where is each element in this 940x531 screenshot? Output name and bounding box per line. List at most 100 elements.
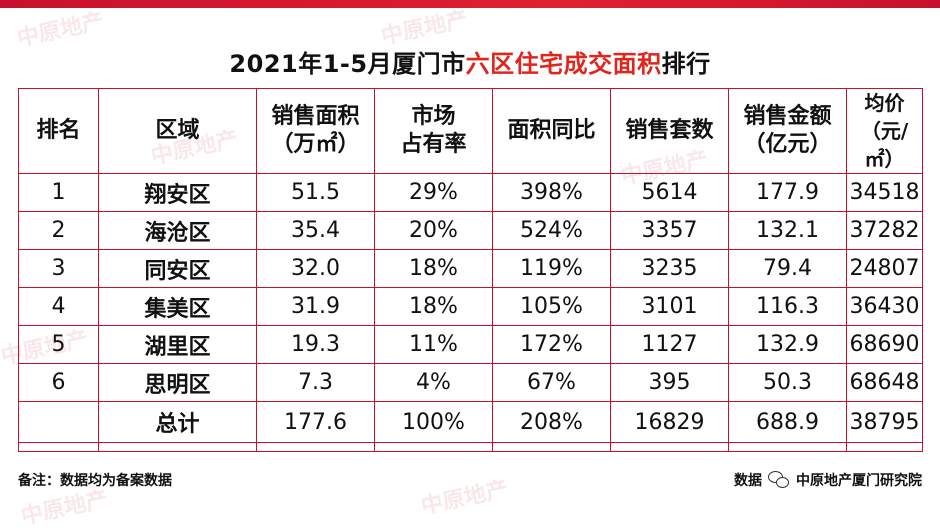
header-price-line2: （元/㎡） [860, 119, 909, 171]
cell-rank: 1 [18, 173, 99, 212]
header-amount-line2: （亿元） [743, 132, 832, 157]
cell-region: 同安区 [98, 249, 257, 288]
spacer-cell [98, 442, 257, 452]
source-name: 中原地产厦门研究院 [796, 473, 922, 489]
cell-area: 32.0 [256, 249, 375, 288]
cell-area: 19.3 [256, 325, 375, 364]
cell-share: 100% [374, 401, 493, 443]
cell-share: 18% [374, 249, 493, 288]
cell-price: 38795 [846, 401, 923, 443]
cell-yoy: 119% [492, 249, 611, 288]
cell-amount: 132.1 [728, 211, 847, 250]
header-share: 市场 占有率 [374, 88, 493, 174]
cell-price: 36430 [846, 287, 923, 326]
cell-share: 4% [374, 363, 493, 402]
header-price-line1: 均价 [864, 91, 905, 115]
header-row: 排名 区域 销售面积 （万㎡） 市场 占有率 面积同比 销售套数 销售金额 （亿元） … [18, 88, 923, 174]
cell-rank: 3 [18, 249, 99, 288]
cell-yoy: 67% [492, 363, 611, 402]
header-region: 区域 [98, 88, 257, 174]
cell-area: 35.4 [256, 211, 375, 250]
header-area-line2: （万㎡） [271, 132, 360, 157]
header-area-line1: 销售面积 [271, 104, 360, 129]
table-row: 4 集美区 31.9 18% 105% 3101 116.3 36430 [18, 287, 923, 326]
table-bottom-spacer [18, 442, 923, 452]
title-suffix: 排行 [661, 49, 711, 78]
cell-units: 16829 [610, 401, 729, 443]
cell-share: 11% [374, 325, 493, 364]
table-row: 1 翔安区 51.5 29% 398% 5614 177.9 34518 [18, 173, 923, 212]
cell-price: 68648 [846, 363, 923, 402]
wechat-icon [768, 471, 790, 489]
header-price: 均价 （元/㎡） [846, 88, 923, 174]
spacer-cell [18, 442, 99, 452]
cell-share: 18% [374, 287, 493, 326]
cell-region: 思明区 [98, 363, 257, 402]
cell-share: 20% [374, 211, 493, 250]
top-red-band [0, 0, 940, 8]
cell-rank [18, 401, 99, 443]
table-row: 3 同安区 32.0 18% 119% 3235 79.4 24807 [18, 249, 923, 288]
cell-units: 1127 [610, 325, 729, 364]
title-highlight: 六区住宅成交面积 [465, 49, 662, 78]
spacer-cell [846, 442, 923, 452]
spacer-cell [610, 442, 729, 452]
header-amount-line1: 销售金额 [743, 104, 832, 129]
header-rank: 排名 [18, 88, 99, 174]
ranking-table: 排名 区域 销售面积 （万㎡） 市场 占有率 面积同比 销售套数 销售金额 （亿元） … [18, 88, 923, 452]
cell-area: 31.9 [256, 287, 375, 326]
table-row: 6 思明区 7.3 4% 67% 395 50.3 68648 [18, 363, 923, 402]
footer-source: 数据 中原地产厦门研究院 [734, 470, 922, 490]
cell-yoy: 172% [492, 325, 611, 364]
cell-amount: 177.9 [728, 173, 847, 212]
header-share-line1: 市场 [411, 104, 456, 129]
cell-region: 集美区 [98, 287, 257, 326]
spacer-cell [492, 442, 611, 452]
cell-price: 68690 [846, 325, 923, 364]
cell-rank: 5 [18, 325, 99, 364]
cell-units: 3101 [610, 287, 729, 326]
cell-units: 395 [610, 363, 729, 402]
cell-area: 51.5 [256, 173, 375, 212]
header-yoy: 面积同比 [492, 88, 611, 174]
cell-area: 177.6 [256, 401, 375, 443]
title-prefix: 2021年1-5月厦门市 [229, 49, 466, 78]
spacer-cell [728, 442, 847, 452]
spacer-cell [374, 442, 493, 452]
cell-price: 34518 [846, 173, 923, 212]
cell-amount: 116.3 [728, 287, 847, 326]
cell-region: 海沧区 [98, 211, 257, 250]
cell-amount: 132.9 [728, 325, 847, 364]
cell-area: 7.3 [256, 363, 375, 402]
cell-price: 37282 [846, 211, 923, 250]
table-row: 2 海沧区 35.4 20% 524% 3357 132.1 37282 [18, 211, 923, 250]
cell-share: 29% [374, 173, 493, 212]
footer-note: 备注：数据均为备案数据 [18, 473, 172, 489]
header-units: 销售套数 [610, 88, 729, 174]
cell-amount: 50.3 [728, 363, 847, 402]
cell-rank: 6 [18, 363, 99, 402]
cell-amount: 79.4 [728, 249, 847, 288]
table-row: 5 湖里区 19.3 11% 172% 1127 132.9 68690 [18, 325, 923, 364]
spacer-cell [256, 442, 375, 452]
table-title: 2021年1-5月厦门市 六区住宅成交面积 排行 [18, 36, 922, 86]
footer: 备注：数据均为备案数据 数据 中原地产厦门研究院 [18, 470, 922, 494]
cell-yoy: 208% [492, 401, 611, 443]
cell-region: 湖里区 [98, 325, 257, 364]
cell-yoy: 524% [492, 211, 611, 250]
total-row: 总计 177.6 100% 208% 16829 688.9 38795 [18, 401, 923, 443]
cell-units: 3357 [610, 211, 729, 250]
cell-units: 3235 [610, 249, 729, 288]
cell-units: 5614 [610, 173, 729, 212]
source-label: 数据 [734, 473, 762, 489]
cell-region: 翔安区 [98, 173, 257, 212]
cell-yoy: 398% [492, 173, 611, 212]
header-area: 销售面积 （万㎡） [256, 88, 375, 174]
cell-amount: 688.9 [728, 401, 847, 443]
header-share-line2: 占有率 [400, 132, 467, 157]
cell-price: 24807 [846, 249, 923, 288]
cell-rank: 4 [18, 287, 99, 326]
cell-yoy: 105% [492, 287, 611, 326]
cell-rank: 2 [18, 211, 99, 250]
cell-region-total: 总计 [98, 401, 257, 443]
